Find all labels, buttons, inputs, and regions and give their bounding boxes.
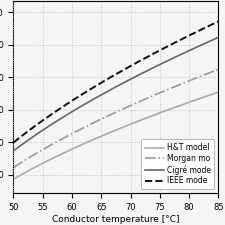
Cigré mode bbox=[212, 38, 215, 41]
IEEE mode bbox=[212, 22, 215, 25]
Cigré mode bbox=[217, 36, 220, 39]
IEEE mode bbox=[180, 38, 183, 41]
Cigré mode bbox=[111, 88, 113, 90]
H&T model bbox=[109, 131, 112, 134]
Morgan mo bbox=[180, 83, 183, 85]
Morgan mo bbox=[109, 113, 112, 116]
Morgan mo bbox=[217, 68, 220, 71]
Morgan mo bbox=[134, 102, 137, 105]
Morgan mo bbox=[212, 70, 215, 73]
H&T model bbox=[111, 130, 113, 133]
IEEE mode bbox=[123, 68, 126, 71]
Cigré mode bbox=[134, 75, 137, 78]
Line: Cigré mode: Cigré mode bbox=[14, 37, 218, 151]
H&T model bbox=[212, 92, 215, 95]
Cigré mode bbox=[123, 81, 126, 84]
Line: H&T model: H&T model bbox=[14, 92, 218, 179]
Legend: H&T model, Morgan mo, Cigré mode, IEEE mode: H&T model, Morgan mo, Cigré mode, IEEE m… bbox=[141, 140, 214, 189]
IEEE mode bbox=[111, 75, 113, 78]
Cigré mode bbox=[12, 149, 15, 152]
Line: Morgan mo: Morgan mo bbox=[14, 69, 218, 167]
IEEE mode bbox=[217, 20, 220, 23]
Morgan mo bbox=[12, 166, 15, 169]
Morgan mo bbox=[123, 107, 126, 110]
Line: IEEE mode: IEEE mode bbox=[14, 21, 218, 142]
IEEE mode bbox=[109, 76, 112, 79]
Morgan mo bbox=[111, 113, 113, 115]
Cigré mode bbox=[109, 88, 112, 91]
H&T model bbox=[217, 91, 220, 94]
X-axis label: Conductor temperature [°C]: Conductor temperature [°C] bbox=[52, 215, 180, 224]
H&T model bbox=[123, 125, 126, 128]
H&T model bbox=[180, 104, 183, 106]
H&T model bbox=[134, 121, 137, 124]
IEEE mode bbox=[12, 141, 15, 144]
IEEE mode bbox=[134, 62, 137, 65]
Cigré mode bbox=[180, 53, 183, 56]
H&T model bbox=[12, 178, 15, 180]
